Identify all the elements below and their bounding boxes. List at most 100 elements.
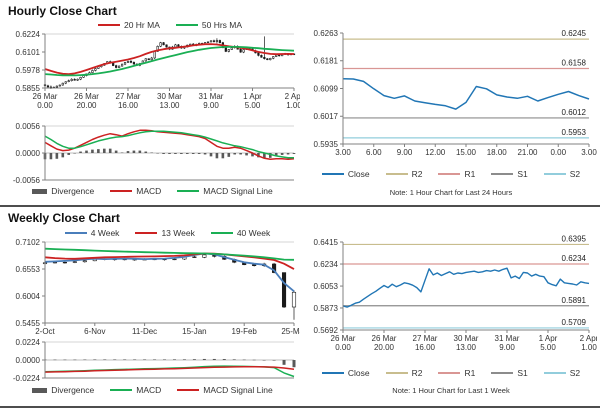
svg-text:0.5891: 0.5891 — [562, 296, 587, 305]
legend-item-r1: R1 — [438, 169, 475, 179]
line-swatch-red — [177, 389, 200, 391]
svg-text:9.00: 9.00 — [397, 148, 413, 157]
line-swatch-rose — [438, 372, 461, 374]
svg-text:25-Mar: 25-Mar — [281, 327, 300, 336]
svg-text:0.6234: 0.6234 — [314, 260, 339, 269]
svg-text:26 Mar: 26 Mar — [372, 334, 397, 343]
svg-text:12.00: 12.00 — [425, 148, 446, 157]
weekly-note: Note: 1 Hour Chart for Last 1 Week — [392, 386, 510, 395]
svg-text:27 Mar: 27 Mar — [413, 334, 438, 343]
svg-text:30 Mar: 30 Mar — [157, 92, 182, 101]
svg-text:-0.0056: -0.0056 — [13, 176, 41, 185]
weekly-section-title: Weekly Close Chart — [8, 211, 120, 225]
svg-text:0.0000: 0.0000 — [16, 356, 41, 365]
legend-item-20hr-ma: 20 Hr MA — [97, 20, 160, 30]
legend-label: MACD — [136, 186, 162, 196]
svg-text:27 Mar: 27 Mar — [116, 92, 141, 101]
svg-text:-0.0224: -0.0224 — [13, 374, 41, 382]
svg-text:0.0224: 0.0224 — [16, 338, 41, 347]
legend-label: 13 Week — [161, 228, 195, 238]
svg-text:0.00: 0.00 — [550, 148, 566, 157]
legend-label: S1 — [517, 169, 528, 179]
bottom-divider — [0, 406, 600, 408]
svg-text:1 Apr: 1 Apr — [539, 334, 558, 343]
hourly-ma-legend: 20 Hr MA 50 Hrs MA — [60, 20, 280, 30]
svg-text:0.0056: 0.0056 — [16, 122, 41, 131]
svg-text:0.0000: 0.0000 — [16, 149, 41, 158]
legend-label: S2 — [569, 169, 581, 179]
weekly-macd-legend: Divergence MACD MACD Signal Line — [5, 385, 300, 395]
bar-swatch-gray — [32, 387, 48, 393]
svg-text:26 Mar: 26 Mar — [33, 92, 58, 101]
legend-label: MACD Signal Line — [203, 385, 273, 395]
legend-label: Divergence — [51, 186, 95, 196]
svg-text:5.00: 5.00 — [245, 101, 261, 110]
legend-label: R1 — [464, 368, 476, 378]
line-swatch-red — [135, 232, 158, 234]
line-swatch-gray — [491, 372, 514, 374]
line-swatch-red — [110, 190, 133, 192]
svg-text:3.00: 3.00 — [335, 148, 351, 157]
line-swatch-green — [177, 190, 200, 192]
legend-item-divergence: Divergence — [32, 385, 94, 395]
legend-item-divergence: Divergence — [32, 186, 94, 196]
svg-text:0.6004: 0.6004 — [16, 292, 41, 301]
svg-text:13.00: 13.00 — [456, 343, 477, 352]
hourly-pivot-chart: 0.6245 0.6158 0.6012 0.5953 0.6263 0.6181 0.60… — [314, 29, 597, 157]
svg-text:0.6245: 0.6245 — [562, 29, 587, 38]
svg-text:0.6263: 0.6263 — [314, 29, 339, 38]
legend-item-macd: MACD — [110, 385, 161, 395]
svg-text:13.00: 13.00 — [159, 101, 180, 110]
svg-text:0.6053: 0.6053 — [314, 282, 339, 291]
hourly-section-title: Hourly Close Chart — [8, 4, 117, 18]
svg-text:21.00: 21.00 — [517, 148, 538, 157]
svg-text:0.6224: 0.6224 — [16, 30, 41, 39]
weekly-ma-legend: 4 Week 13 Week 40 Week — [40, 228, 295, 238]
svg-text:26 Mar: 26 Mar — [331, 334, 356, 343]
svg-text:0.00: 0.00 — [335, 343, 351, 352]
legend-label: R2 — [411, 169, 423, 179]
legend-label: MACD Signal Line — [203, 186, 273, 196]
legend-label: MACD — [136, 385, 162, 395]
weekly-pivot-legend: Close R2 R1 S1 S2 — [305, 368, 597, 378]
svg-text:9.00: 9.00 — [499, 343, 515, 352]
svg-text:0.00: 0.00 — [37, 101, 53, 110]
svg-text:1.00: 1.00 — [286, 101, 300, 110]
svg-text:0.6234: 0.6234 — [562, 254, 587, 263]
svg-text:31 Mar: 31 Mar — [199, 92, 224, 101]
legend-label: Close — [347, 169, 370, 179]
svg-text:0.6101: 0.6101 — [16, 48, 41, 57]
svg-text:1.00: 1.00 — [581, 343, 597, 352]
svg-text:20.00: 20.00 — [76, 101, 97, 110]
svg-text:5.00: 5.00 — [540, 343, 556, 352]
svg-text:0.6553: 0.6553 — [16, 265, 41, 274]
line-swatch-green — [175, 24, 198, 26]
svg-text:16.00: 16.00 — [118, 101, 139, 110]
legend-item-50hr-ma: 50 Hrs MA — [175, 20, 242, 30]
legend-label: 40 Week — [236, 228, 271, 238]
legend-label: R1 — [464, 169, 476, 179]
legend-item-close: Close — [321, 169, 370, 179]
svg-text:3.00: 3.00 — [581, 148, 597, 157]
section-divider — [0, 205, 600, 207]
svg-text:0.6395: 0.6395 — [562, 234, 587, 243]
svg-text:0.6158: 0.6158 — [562, 59, 587, 68]
svg-text:0.5855: 0.5855 — [16, 84, 41, 93]
svg-text:0.5978: 0.5978 — [16, 66, 41, 75]
legend-item-r1: R1 — [438, 368, 475, 378]
line-swatch-blue — [64, 232, 87, 234]
svg-text:0.5873: 0.5873 — [314, 304, 339, 313]
legend-item-macd-signal: MACD Signal Line — [177, 385, 273, 395]
svg-text:11-Dec: 11-Dec — [132, 327, 157, 336]
svg-text:0.6012: 0.6012 — [562, 108, 587, 117]
svg-text:0.5953: 0.5953 — [562, 128, 587, 137]
legend-label: 20 Hr MA — [123, 20, 160, 30]
legend-label: R2 — [411, 368, 423, 378]
svg-text:0.5692: 0.5692 — [314, 326, 339, 335]
svg-text:0.5455: 0.5455 — [16, 319, 41, 328]
svg-text:18.00: 18.00 — [487, 148, 508, 157]
line-swatch-gray — [491, 173, 514, 175]
svg-text:6-Nov: 6-Nov — [84, 327, 105, 336]
